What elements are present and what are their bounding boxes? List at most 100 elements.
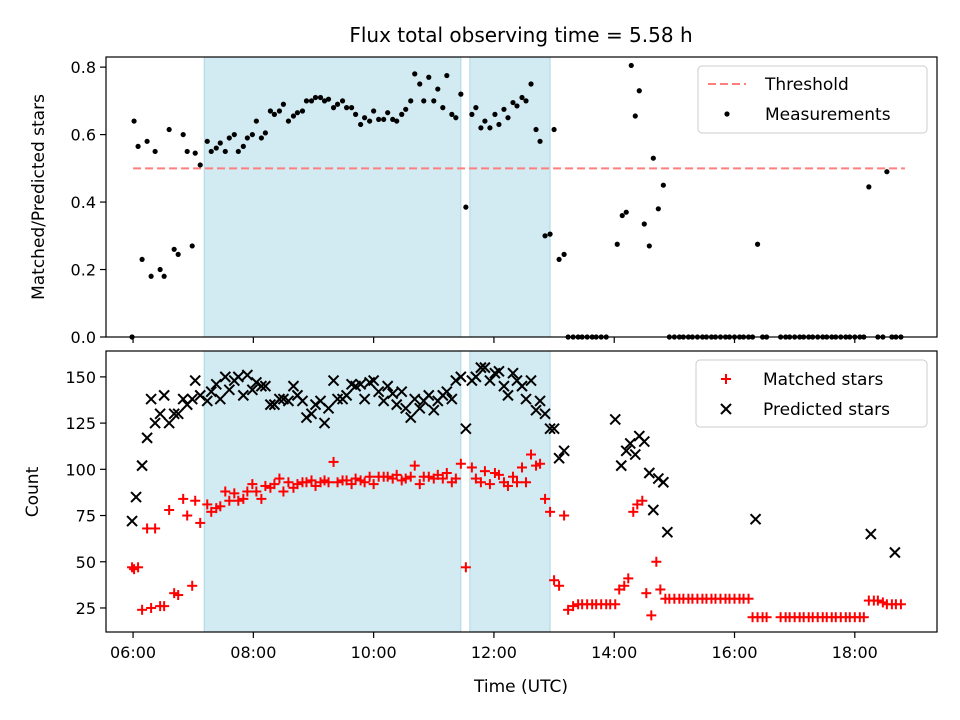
matched-star-point bbox=[238, 493, 249, 504]
measurement-point bbox=[208, 148, 214, 155]
matched-star-point bbox=[623, 573, 634, 584]
predicted-star-point bbox=[428, 404, 440, 416]
measurement-point bbox=[330, 105, 337, 111]
predicted-star-point bbox=[210, 378, 222, 390]
measurement-point bbox=[371, 108, 377, 114]
predicted-star-point bbox=[241, 369, 254, 381]
matched-star-point bbox=[341, 475, 352, 486]
predicted-star-point bbox=[441, 385, 453, 398]
predicted-star-point bbox=[287, 380, 300, 392]
predicted-star-point bbox=[381, 380, 394, 392]
predicted-star-point bbox=[168, 408, 180, 420]
predicted-star-point bbox=[141, 432, 153, 444]
predicted-star-point bbox=[296, 395, 309, 407]
predicted-star-point bbox=[647, 504, 660, 516]
matched-star-point bbox=[359, 477, 370, 488]
matched-star-point bbox=[220, 486, 231, 497]
top-panel: 0.00.20.40.60.8 Matched/Predicted stars … bbox=[29, 56, 938, 347]
matched-star-point bbox=[568, 601, 579, 612]
predicted-star-point bbox=[620, 445, 632, 457]
measurement-point bbox=[473, 105, 479, 111]
predicted-star-point bbox=[158, 389, 170, 402]
matched-star-point bbox=[614, 584, 625, 595]
measurement-point bbox=[317, 94, 324, 101]
measurement-point bbox=[213, 145, 219, 151]
predicted-star-point bbox=[475, 361, 487, 374]
predicted-star-point bbox=[354, 378, 367, 390]
measurement-point bbox=[453, 115, 459, 121]
predicted-star-point bbox=[264, 398, 277, 411]
legend-measurements-swatch bbox=[724, 111, 730, 117]
measurement-point bbox=[381, 116, 387, 123]
measurement-point bbox=[537, 138, 543, 144]
matched-star-points bbox=[127, 449, 906, 623]
top-ytick-label: 0.8 bbox=[71, 58, 96, 77]
predicted-star-point bbox=[405, 411, 417, 424]
legend-threshold-label: Threshold bbox=[764, 75, 849, 95]
legend-matched-swatch bbox=[721, 374, 731, 384]
matched-star-point bbox=[283, 477, 294, 488]
measurement-point bbox=[523, 98, 529, 104]
measurement-point bbox=[334, 101, 341, 107]
matched-star-point bbox=[233, 495, 244, 506]
measurement-point bbox=[403, 106, 409, 112]
matched-star-point bbox=[269, 479, 280, 490]
matched-star-point bbox=[310, 480, 321, 491]
predicted-star-point bbox=[367, 374, 380, 387]
matched-star-point bbox=[511, 477, 522, 488]
bottom-xtick-label: 18:00 bbox=[832, 643, 878, 662]
bottom-ytick-label: 25 bbox=[76, 599, 96, 618]
matched-star-point bbox=[405, 471, 416, 482]
matched-star-point bbox=[651, 556, 662, 567]
predicted-star-point bbox=[136, 459, 148, 472]
matched-star-point bbox=[224, 495, 235, 506]
matched-star-point bbox=[195, 517, 206, 528]
measurement-point bbox=[308, 98, 315, 104]
matched-star-point bbox=[368, 479, 379, 490]
predicted-star-point bbox=[327, 374, 340, 387]
predicted-star-point bbox=[205, 385, 217, 398]
bottom-xtick-label: 16:00 bbox=[711, 643, 757, 662]
top-shaded-interval-0 bbox=[203, 56, 462, 338]
predicted-star-point bbox=[340, 389, 353, 402]
predicted-star-point bbox=[273, 393, 286, 405]
matched-star-point bbox=[278, 486, 289, 497]
measurement-point bbox=[614, 241, 620, 247]
measurement-point bbox=[519, 94, 525, 101]
predicted-star-point bbox=[219, 371, 231, 383]
predicted-star-point bbox=[643, 467, 656, 479]
measurement-point bbox=[551, 126, 557, 133]
measurement-point bbox=[271, 111, 278, 117]
measurement-point bbox=[161, 273, 167, 279]
matched-star-point bbox=[872, 595, 883, 606]
measurement-point bbox=[469, 111, 475, 117]
measurement-point bbox=[192, 150, 198, 156]
matched-star-point bbox=[479, 466, 490, 477]
measurement-point bbox=[547, 231, 553, 237]
bottom-legend: Matched stars Predicted stars bbox=[695, 359, 928, 428]
matched-star-point bbox=[256, 493, 267, 504]
predicted-star-point bbox=[126, 515, 138, 527]
measurement-point bbox=[561, 251, 567, 257]
measurement-point bbox=[632, 113, 638, 119]
measurement-point bbox=[343, 105, 350, 111]
bottom-xtick-label: 14:00 bbox=[591, 643, 637, 662]
top-legend: Threshold Measurements bbox=[697, 65, 928, 134]
measurement-point bbox=[866, 184, 872, 190]
bottom-xtick-label: 10:00 bbox=[351, 643, 397, 662]
measurement-point bbox=[458, 91, 464, 97]
measurement-point bbox=[542, 233, 548, 239]
predicted-star-point bbox=[246, 384, 259, 396]
matched-star-point bbox=[173, 590, 184, 601]
matched-star-point bbox=[215, 501, 226, 512]
predicted-star-point bbox=[502, 389, 514, 402]
matched-star-point bbox=[466, 462, 477, 473]
measurement-point bbox=[184, 148, 190, 155]
measurement-point bbox=[514, 103, 520, 109]
matched-star-point bbox=[641, 588, 652, 599]
measurement-point bbox=[249, 131, 255, 138]
matched-star-point bbox=[563, 604, 574, 615]
measurement-point bbox=[339, 98, 346, 104]
predicted-star-point bbox=[493, 365, 505, 378]
bottom-ytick-label: 75 bbox=[76, 507, 96, 526]
